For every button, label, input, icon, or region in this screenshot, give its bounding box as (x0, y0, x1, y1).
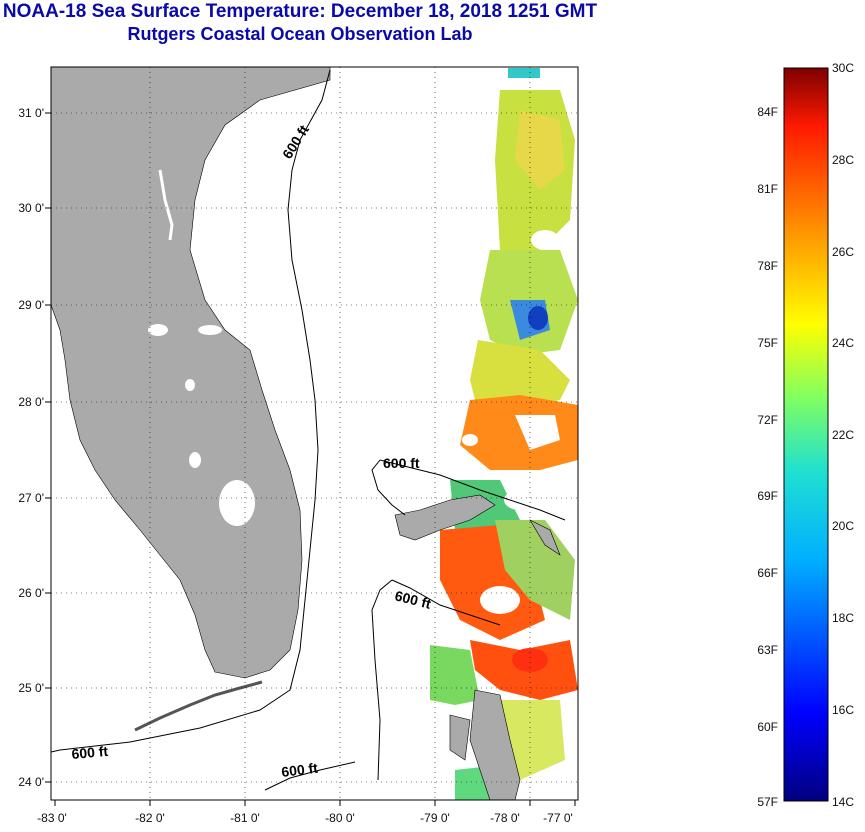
axis-ticks (45, 112, 576, 806)
colorbar-f-label: 72F (757, 413, 778, 427)
lake (198, 325, 222, 335)
colorbar-c-label: 26C (832, 245, 854, 259)
colorbar-f-label: 78F (757, 259, 778, 273)
lat-tick-label: 30 0' (18, 201, 44, 215)
colorbar-f-label: 60F (757, 720, 778, 734)
florida-keys (134, 680, 263, 732)
contour-label: 600 ft (383, 455, 420, 471)
colorbar-c-label: 24C (832, 336, 854, 350)
isobath-600ft (51, 69, 566, 791)
colorbar-f-label: 69F (757, 489, 778, 503)
contour-label: 600 ft (280, 760, 319, 780)
lake-okeechobee (219, 480, 255, 526)
map-title: NOAA-18 Sea Surface Temperature: Decembe… (2, 1, 598, 22)
colorbar-c-label: 16C (832, 703, 854, 717)
lat-tick-label: 28 0' (18, 395, 44, 409)
map-subtitle: Rutgers Coastal Ocean Observation Lab (127, 24, 473, 44)
lon-tick-label: -78 0' (490, 811, 520, 825)
colorbar-f-label: 84F (757, 105, 778, 119)
lake (185, 379, 195, 391)
lat-tick-label: 25 0' (18, 681, 44, 695)
florida-landmass (51, 67, 331, 679)
colorbar-c-label: 22C (832, 428, 854, 442)
lat-tick-label: 26 0' (18, 586, 44, 600)
colorbar-f-label: 57F (757, 795, 778, 809)
lat-tick-label: 24 0' (18, 775, 44, 789)
lon-tick-label: -80 0' (325, 811, 355, 825)
colorbar-f-label: 75F (757, 336, 778, 350)
bahamas-landmass (394, 494, 561, 800)
colorbar (783, 67, 829, 802)
lon-tick-label: -77 0' (543, 811, 573, 825)
lake (189, 452, 201, 468)
colorbar-c-label: 18C (832, 611, 854, 625)
lat-tick-label: 29 0' (18, 298, 44, 312)
colorbar-f-label: 63F (757, 643, 778, 657)
colorbar-f-label: 81F (757, 182, 778, 196)
colorbar-c-label: 20C (832, 519, 854, 533)
lake (148, 324, 168, 336)
lon-tick-label: -81 0' (230, 811, 260, 825)
river (158, 169, 174, 241)
contour-label: 600 ft (71, 743, 109, 762)
graticule (51, 67, 578, 800)
map-border (50, 66, 579, 801)
lat-tick-label: 27 0' (18, 491, 44, 505)
lon-tick-label: -79 0' (420, 811, 450, 825)
lat-tick-label: 31 0' (18, 106, 44, 120)
colorbar-c-label: 28C (832, 153, 854, 167)
colorbar-c-label: 14C (832, 795, 854, 809)
colorbar-c-label: 30C (832, 61, 854, 75)
lon-tick-label: -82 0' (135, 811, 165, 825)
colorbar-f-label: 66F (757, 566, 778, 580)
lon-tick-label: -83 0' (37, 811, 67, 825)
